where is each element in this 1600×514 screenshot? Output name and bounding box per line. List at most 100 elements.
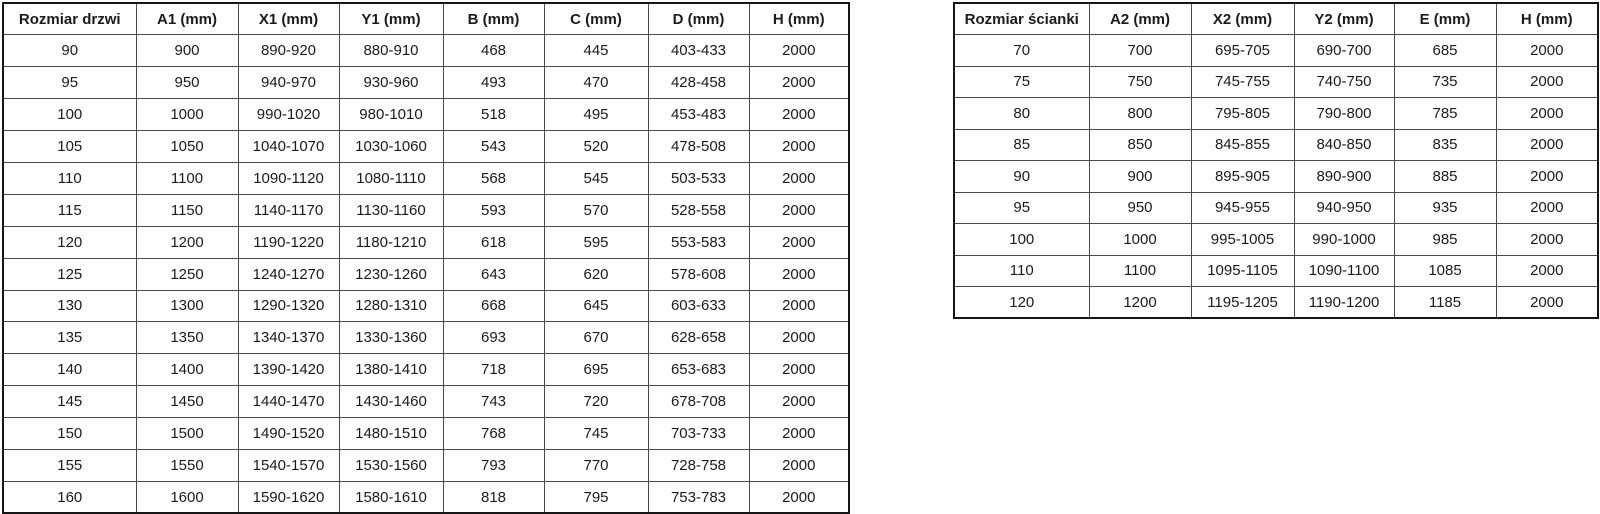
table-cell: 880-910 — [338, 34, 444, 68]
table-cell: 643 — [442, 257, 545, 291]
table-cell: 740-750 — [1293, 65, 1395, 98]
table-cell: 130 — [2, 289, 137, 323]
table-cell: 1390-1420 — [237, 353, 340, 387]
table-cell: 795-805 — [1190, 97, 1295, 130]
column-header: E (mm) — [1393, 2, 1497, 35]
table-cell: 793 — [442, 448, 545, 482]
table-cell: 950 — [1088, 191, 1192, 224]
table-cell: 478-508 — [647, 130, 750, 163]
column-header: A2 (mm) — [1088, 2, 1192, 35]
table-cell: 718 — [442, 353, 545, 387]
table-cell: 593 — [442, 193, 545, 227]
column-header: Y2 (mm) — [1293, 2, 1395, 35]
table-cell: 668 — [442, 289, 545, 323]
table-cell: 695 — [543, 353, 649, 387]
table-cell: 570 — [543, 193, 649, 227]
column-header: X2 (mm) — [1190, 2, 1295, 35]
table-cell: 995-1005 — [1190, 223, 1295, 256]
table-cell: 768 — [442, 417, 545, 450]
table-cell: 990-1000 — [1293, 223, 1395, 256]
table-cell: 2000 — [748, 289, 850, 323]
table-cell: 1290-1320 — [237, 289, 340, 323]
table-cell: 990-1020 — [237, 98, 340, 132]
table-cell: 578-608 — [647, 257, 750, 291]
table-cell: 835 — [1393, 128, 1497, 161]
table-row: 120 1200 1195-1205 1190-1200 1185 2000 — [953, 286, 1599, 319]
table-cell: 628-658 — [647, 321, 750, 355]
table-cell: 2000 — [1495, 286, 1599, 319]
table-cell: 890-900 — [1293, 160, 1395, 193]
table-cell: 110 — [953, 254, 1090, 287]
column-header: A1 (mm) — [135, 2, 239, 36]
table-cell: 795 — [543, 480, 649, 514]
table-cell: 1440-1470 — [237, 385, 340, 419]
column-header: H (mm) — [1495, 2, 1599, 35]
table-row: 140 1400 1390-1420 1380-1410 718 695 653-683 20… — [2, 353, 850, 387]
table-cell: 618 — [442, 225, 545, 259]
table-cell: 1200 — [135, 225, 239, 259]
table-cell: 70 — [953, 34, 1090, 67]
table-cell: 1580-1610 — [338, 480, 444, 514]
table-cell: 700 — [1088, 34, 1192, 67]
wall-sizes-table: Rozmiar ścianki A2 (mm) X2 (mm) Y2 (mm) E (m… — [953, 2, 1599, 319]
table-cell: 1090-1120 — [237, 161, 340, 195]
table-cell: 885 — [1393, 160, 1497, 193]
table-row: 125 1250 1240-1270 1230-1260 643 620 578-608 20… — [2, 257, 850, 291]
table-cell: 890-920 — [237, 34, 340, 68]
table-cell: 2000 — [748, 417, 850, 450]
table-cell: 653-683 — [647, 353, 750, 387]
table-cell: 1530-1560 — [338, 448, 444, 482]
table-cell: 678-708 — [647, 385, 750, 419]
table-cell: 900 — [135, 34, 239, 68]
table-cell: 1240-1270 — [237, 257, 340, 291]
table-row: 145 1450 1440-1470 1430-1460 743 720 678-708 20… — [2, 385, 850, 419]
table-cell: 1590-1620 — [237, 480, 340, 514]
table-cell: 120 — [953, 286, 1090, 319]
table-cell: 1190-1200 — [1293, 286, 1395, 319]
table-cell: 850 — [1088, 128, 1192, 161]
table-cell: 125 — [2, 257, 137, 291]
table-cell: 1085 — [1393, 254, 1497, 287]
table-cell: 1500 — [135, 417, 239, 450]
table-row: 70 700 695-705 690-700 685 2000 — [953, 34, 1599, 67]
table-row: 95 950 940-970 930-960 493 470 428-458 2000 — [2, 66, 850, 100]
table-cell: 2000 — [748, 161, 850, 195]
table-cell: 603-633 — [647, 289, 750, 323]
table-cell: 140 — [2, 353, 137, 387]
table-row: 115 1150 1140-1170 1130-1160 593 570 528-558 20… — [2, 193, 850, 227]
table-cell: 568 — [442, 161, 545, 195]
column-header: H (mm) — [748, 2, 850, 36]
table-cell: 470 — [543, 66, 649, 100]
table-cell: 840-850 — [1293, 128, 1395, 161]
table-cell: 1300 — [135, 289, 239, 323]
table-cell: 1150 — [135, 193, 239, 227]
table-row: 110 1100 1090-1120 1080-1110 568 545 503-533 20… — [2, 161, 850, 195]
table-cell: 2000 — [1495, 128, 1599, 161]
table-row: 75 750 745-755 740-750 735 2000 — [953, 65, 1599, 98]
table-cell: 518 — [442, 98, 545, 132]
table-cell: 1195-1205 — [1190, 286, 1295, 319]
table-cell: 1550 — [135, 448, 239, 482]
table-row: 120 1200 1190-1220 1180-1210 618 595 553-583 20… — [2, 225, 850, 259]
table-cell: 1185 — [1393, 286, 1497, 319]
table-cell: 2000 — [748, 130, 850, 163]
table-cell: 1200 — [1088, 286, 1192, 319]
column-header: B (mm) — [442, 2, 545, 36]
table-cell: 1000 — [135, 98, 239, 132]
table-cell: 1000 — [1088, 223, 1192, 256]
table-cell: 2000 — [748, 34, 850, 68]
table-row: 90 900 890-920 880-910 468 445 403-433 2000 — [2, 34, 850, 68]
table-cell: 2000 — [1495, 191, 1599, 224]
table-cell: 818 — [442, 480, 545, 514]
table-cell: 1230-1260 — [338, 257, 444, 291]
table-cell: 1040-1070 — [237, 130, 340, 163]
table-cell: 445 — [543, 34, 649, 68]
table-cell: 120 — [2, 225, 137, 259]
table-row: 100 1000 990-1020 980-1010 518 495 453-483 2000 — [2, 98, 850, 132]
table-cell: 453-483 — [647, 98, 750, 132]
table-cell: 155 — [2, 448, 137, 482]
table-cell: 1095-1105 — [1190, 254, 1295, 287]
table-row: 100 1000 995-1005 990-1000 985 2000 — [953, 223, 1599, 256]
table-cell: 735 — [1393, 65, 1497, 98]
